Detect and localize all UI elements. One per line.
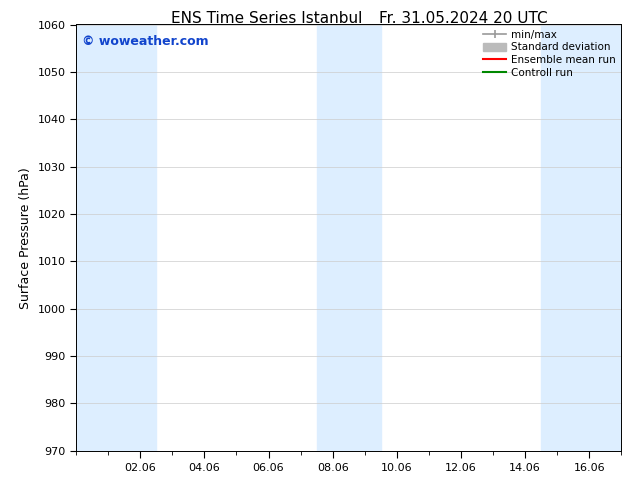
Text: ENS Time Series Istanbul: ENS Time Series Istanbul xyxy=(171,11,362,26)
Bar xyxy=(76,24,156,451)
Y-axis label: Surface Pressure (hPa): Surface Pressure (hPa) xyxy=(19,167,32,309)
Text: © woweather.com: © woweather.com xyxy=(82,35,208,48)
Bar xyxy=(316,24,381,451)
Legend: min/max, Standard deviation, Ensemble mean run, Controll run: min/max, Standard deviation, Ensemble me… xyxy=(481,27,618,79)
Bar xyxy=(541,24,621,451)
Text: Fr. 31.05.2024 20 UTC: Fr. 31.05.2024 20 UTC xyxy=(378,11,547,26)
